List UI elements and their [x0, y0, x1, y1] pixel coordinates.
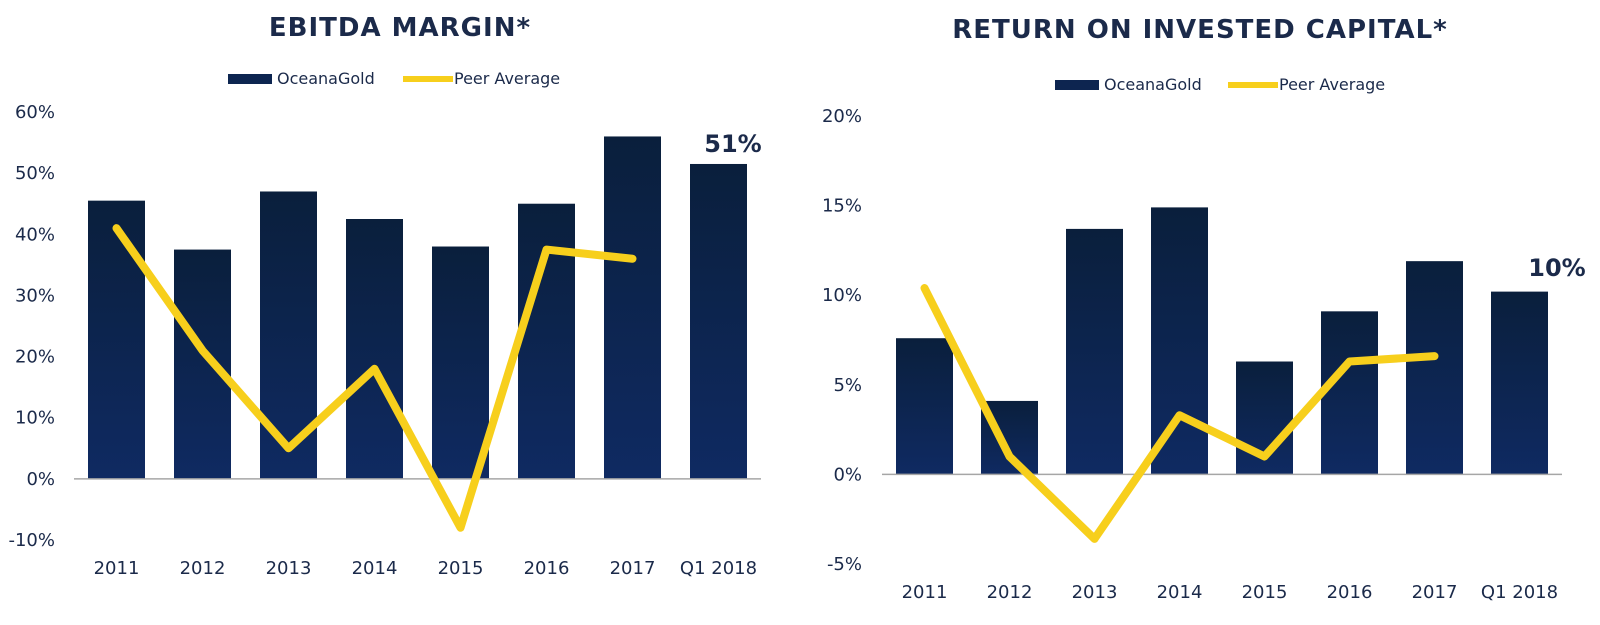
bar-oceanagold [1151, 207, 1208, 475]
bar-oceanagold [174, 249, 231, 479]
peer-average-series [920, 284, 1439, 543]
legend: OceanaGold Peer Average [1055, 75, 1385, 94]
y-tick-label: -10% [8, 530, 55, 551]
bars [896, 207, 1548, 475]
y-tick-label: 5% [833, 375, 862, 396]
x-tick-label: Q1 2018 [1481, 582, 1558, 603]
point-peer-average [1434, 355, 1435, 357]
y-tick-label: 50% [15, 163, 55, 184]
point-peer-average [632, 258, 633, 260]
y-tick-label: 10% [15, 408, 55, 429]
bar-oceanagold [1406, 261, 1463, 475]
point-peer-average [202, 349, 203, 351]
bar-oceanagold [518, 203, 575, 479]
bar-oceanagold [1066, 228, 1123, 475]
y-tick-label: 0% [26, 469, 55, 490]
legend-swatch-peer-average [1228, 82, 1278, 88]
x-tick-label: 2014 [1157, 582, 1203, 603]
latest-value-callout: 10% [1528, 254, 1585, 282]
chart-title: RETURN ON INVESTED CAPITAL* [952, 15, 1447, 45]
x-tick-label: 2015 [1242, 582, 1288, 603]
x-tick-label: 2014 [352, 558, 398, 579]
bars [88, 136, 747, 479]
bar-oceanagold [690, 163, 747, 479]
x-tick-label: 2013 [266, 558, 312, 579]
y-tick-label: 15% [822, 196, 862, 217]
legend-swatch-peer-average [403, 76, 453, 82]
bar-oceanagold [604, 136, 661, 479]
point-peer-average [1009, 455, 1010, 457]
x-tick-label: 2011 [94, 558, 140, 579]
peer-average-series [112, 224, 637, 532]
x-tick-label: 2012 [987, 582, 1033, 603]
ebitda-margin-chart: EBITDA MARGIN* OceanaGold Peer Average 6… [8, 13, 761, 579]
point-peer-average [460, 527, 461, 529]
bar-oceanagold [1321, 311, 1378, 475]
x-axis-ticks: 2011 2012 2013 2014 2015 2016 2017 Q1 2018 [94, 558, 757, 579]
x-tick-label: 2013 [1072, 582, 1118, 603]
point-peer-average [374, 368, 375, 370]
x-tick-label: 2017 [610, 558, 656, 579]
bar-oceanagold [260, 191, 317, 479]
y-tick-label: 20% [822, 106, 862, 127]
legend-label-oceanagold: OceanaGold [277, 69, 375, 88]
x-tick-label: 2011 [902, 582, 948, 603]
legend-swatch-oceanagold [1055, 80, 1099, 90]
point-peer-average [1094, 538, 1095, 540]
x-tick-label: 2016 [1327, 582, 1373, 603]
legend-label-oceanagold: OceanaGold [1104, 75, 1202, 94]
roic-chart: RETURN ON INVESTED CAPITAL* OceanaGold P… [822, 15, 1586, 603]
y-tick-label: 10% [822, 285, 862, 306]
x-tick-label: Q1 2018 [680, 558, 757, 579]
x-tick-label: 2015 [438, 558, 484, 579]
point-peer-average [924, 287, 925, 289]
bar-oceanagold [432, 246, 489, 479]
y-tick-label: 30% [15, 285, 55, 306]
legend: OceanaGold Peer Average [228, 69, 560, 88]
point-peer-average [1264, 455, 1265, 457]
y-tick-label: 60% [15, 102, 55, 123]
point-peer-average [1179, 414, 1180, 416]
x-tick-label: 2016 [524, 558, 570, 579]
chart-title: EBITDA MARGIN* [269, 13, 531, 43]
y-tick-label: 20% [15, 347, 55, 368]
bar-oceanagold [1491, 291, 1548, 475]
bar-oceanagold [88, 200, 145, 479]
point-peer-average [116, 227, 117, 229]
bar-oceanagold [896, 338, 953, 475]
x-tick-label: 2012 [180, 558, 226, 579]
y-tick-label: 0% [833, 464, 862, 485]
legend-swatch-oceanagold [228, 74, 272, 84]
legend-label-peer-average: Peer Average [454, 69, 560, 88]
latest-value-callout: 51% [704, 130, 761, 158]
y-tick-label: 40% [15, 224, 55, 245]
y-axis-ticks: 60% 50% 40% 30% 20% 10% 0% -10% [8, 102, 55, 551]
x-axis-ticks: 2011 2012 2013 2014 2015 2016 2017 Q1 2018 [902, 582, 1558, 603]
point-peer-average [546, 249, 547, 251]
legend-label-peer-average: Peer Average [1279, 75, 1385, 94]
bar-oceanagold [346, 219, 403, 479]
point-peer-average [1349, 361, 1350, 363]
y-tick-label: -5% [827, 554, 862, 575]
x-tick-label: 2017 [1412, 582, 1458, 603]
y-axis-ticks: 20% 15% 10% 5% 0% -5% [822, 106, 862, 575]
point-peer-average [288, 447, 289, 449]
